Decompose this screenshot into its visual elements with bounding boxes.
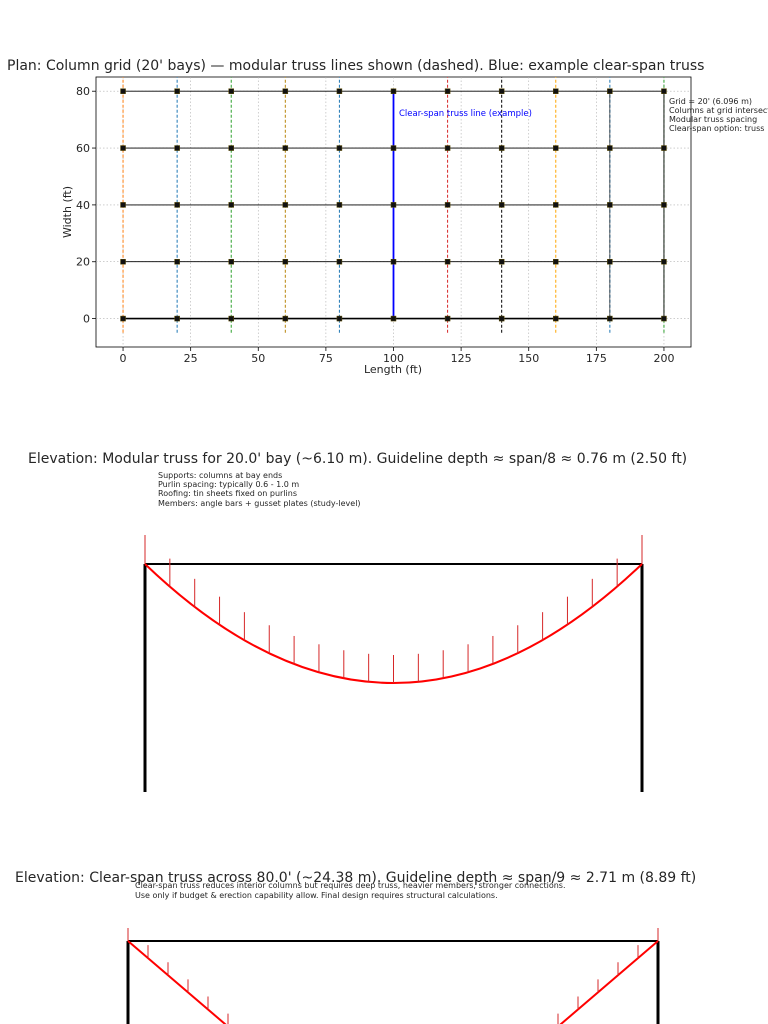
- column-marker: [498, 202, 505, 208]
- column-marker: [282, 202, 289, 208]
- x-tick-label: 100: [383, 352, 404, 365]
- column-marker: [336, 315, 343, 322]
- column-marker: [607, 202, 613, 208]
- x-tick-label: 75: [319, 352, 333, 365]
- x-tick-label: 50: [251, 352, 265, 365]
- y-tick-label: 60: [76, 142, 90, 155]
- column-marker: [282, 88, 289, 94]
- elev1-note-3: Roofing: tin sheets fixed on purlins: [158, 489, 297, 498]
- column-marker: [607, 145, 613, 151]
- plan-legend: Grid = 20' (6.096 m) Columns at grid int…: [669, 97, 768, 133]
- x-tick-label: 25: [184, 352, 198, 365]
- legend-line-1: Grid = 20' (6.096 m): [669, 97, 752, 106]
- column-marker: [553, 145, 559, 151]
- plan-y-axis-label: Width (ft): [61, 186, 74, 238]
- column-marker: [553, 315, 559, 322]
- column-marker: [174, 258, 180, 265]
- column-marker: [661, 202, 667, 208]
- column-marker: [174, 145, 180, 151]
- column-marker: [120, 145, 126, 151]
- legend-line-2: Columns at grid intersections: [669, 106, 768, 115]
- clear-span-label: Clear-span truss line (example): [399, 109, 532, 119]
- column-marker: [607, 315, 613, 322]
- column-marker: [390, 258, 397, 265]
- elev2-title: Elevation: Clear-span truss across 80.0'…: [15, 870, 696, 886]
- column-marker: [174, 88, 180, 94]
- elevation-clearspan-panel: Elevation: Clear-span truss across 80.0'…: [15, 870, 696, 1024]
- column-marker: [390, 202, 397, 208]
- y-tick-label: 20: [76, 256, 90, 269]
- plan-x-axis-label: Length (ft): [364, 363, 422, 376]
- elev2-purlin-marks: [147, 945, 639, 1024]
- column-marker: [498, 88, 505, 94]
- legend-line-4: Clear-span option: truss: [669, 124, 764, 133]
- column-marker: [390, 145, 397, 151]
- column-marker: [498, 315, 505, 322]
- plan-panel: Plan: Column grid (20' bays) — modular t…: [7, 58, 768, 376]
- column-marker: [228, 202, 234, 208]
- column-marker: [444, 88, 451, 94]
- column-marker: [228, 258, 234, 265]
- column-marker: [228, 315, 234, 322]
- column-marker: [661, 145, 667, 151]
- plan-x-ticks: 0 25 50 75 100 125 150 175 200: [120, 347, 674, 365]
- column-marker: [120, 202, 126, 208]
- column-marker: [174, 315, 180, 322]
- column-marker: [120, 315, 126, 322]
- elev2-note-1: Clear-span truss reduces interior column…: [135, 881, 566, 890]
- x-tick-label: 200: [653, 352, 674, 365]
- column-marker: [282, 145, 289, 151]
- column-marker: [390, 88, 397, 94]
- column-marker: [282, 258, 289, 265]
- plan-columns: [120, 88, 667, 322]
- column-marker: [174, 202, 180, 208]
- column-marker: [228, 145, 234, 151]
- column-marker: [553, 258, 559, 265]
- y-tick-label: 40: [76, 199, 90, 212]
- column-marker: [282, 315, 289, 322]
- legend-line-3: Modular truss spacing: [669, 115, 757, 124]
- elev1-note-2: Purlin spacing: typically 0.6 - 1.0 m: [158, 480, 299, 489]
- column-marker: [120, 258, 126, 265]
- column-marker: [498, 145, 505, 151]
- x-tick-label: 150: [518, 352, 539, 365]
- column-marker: [607, 258, 613, 265]
- elev2-bottom-chord-left: [127, 940, 227, 1024]
- x-tick-label: 125: [451, 352, 472, 365]
- elev1-purlin-marks: [169, 558, 618, 683]
- column-marker: [120, 88, 126, 94]
- column-marker: [336, 202, 343, 208]
- column-marker: [444, 202, 451, 208]
- elev1-note-4: Members: angle bars + gusset plates (stu…: [158, 499, 361, 508]
- column-marker: [498, 258, 505, 265]
- column-marker: [228, 88, 234, 94]
- elev1-title: Elevation: Modular truss for 20.0' bay (…: [28, 451, 687, 467]
- column-marker: [336, 88, 343, 94]
- column-marker: [336, 145, 343, 151]
- x-tick-label: 0: [120, 352, 127, 365]
- x-tick-label: 175: [586, 352, 607, 365]
- column-marker: [553, 88, 559, 94]
- plan-y-ticks: 0 20 40 60 80: [76, 85, 96, 326]
- column-marker: [661, 258, 667, 265]
- elev1-note-1: Supports: columns at bay ends: [158, 471, 282, 480]
- column-marker: [661, 315, 667, 322]
- column-marker: [444, 315, 451, 322]
- column-marker: [336, 258, 343, 265]
- elev2-note-2: Use only if budget & erection capability…: [135, 891, 498, 900]
- elev2-bottom-chord-right: [559, 940, 659, 1024]
- column-marker: [444, 258, 451, 265]
- y-tick-label: 80: [76, 85, 90, 98]
- column-marker: [390, 315, 397, 322]
- y-tick-label: 0: [83, 313, 90, 326]
- elevation-modular-panel: Elevation: Modular truss for 20.0' bay (…: [28, 451, 687, 792]
- column-marker: [607, 88, 613, 94]
- plan-title: Plan: Column grid (20' bays) — modular t…: [7, 58, 704, 74]
- column-marker: [661, 88, 667, 94]
- column-marker: [444, 145, 451, 151]
- column-marker: [553, 202, 559, 208]
